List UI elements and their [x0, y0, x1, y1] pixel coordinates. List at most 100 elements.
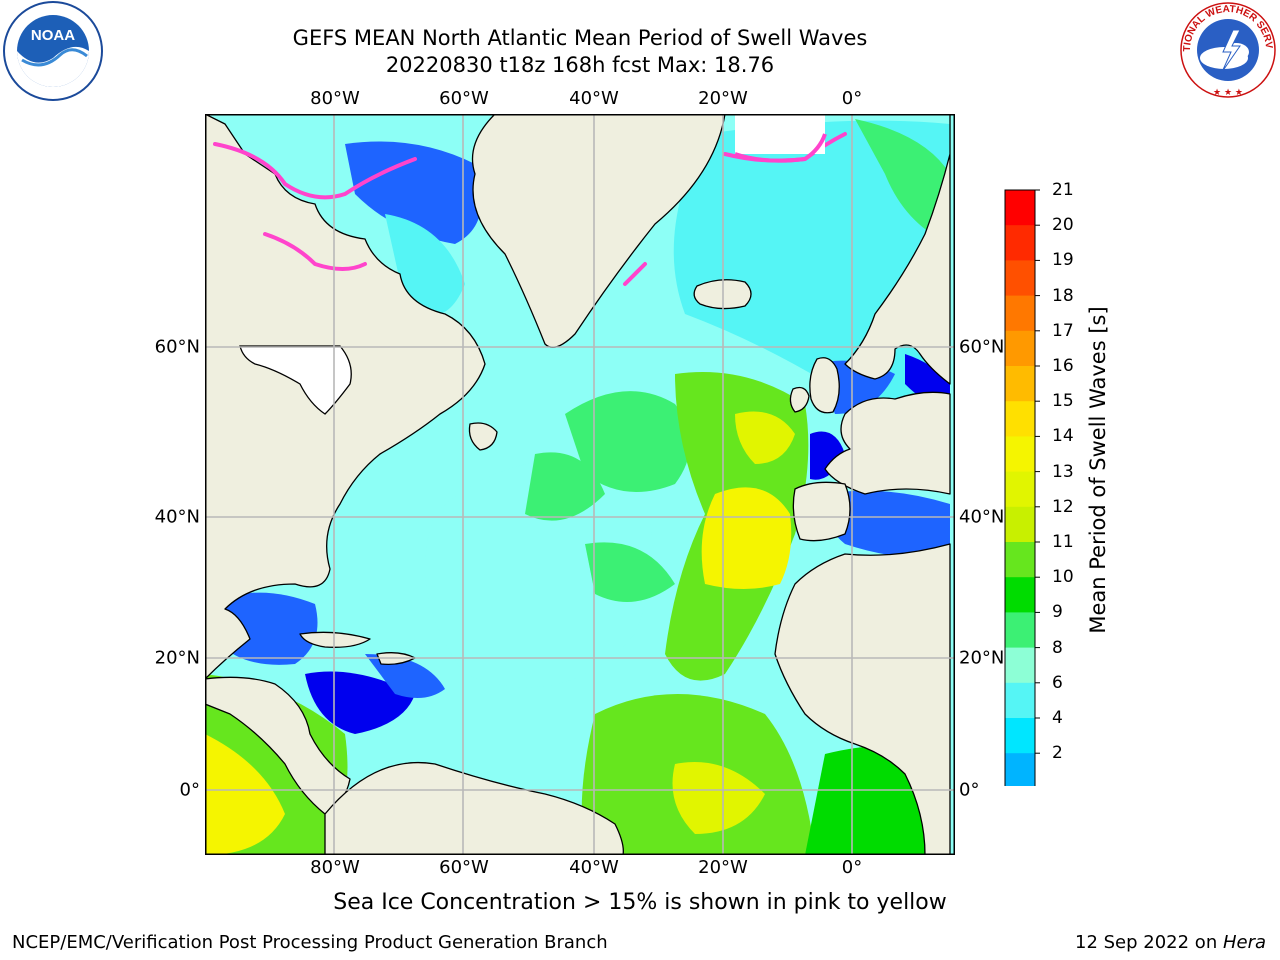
colorbar	[1004, 189, 1040, 786]
map-frame	[205, 114, 955, 855]
nws-logo: NATIONAL WEATHER SERVICE ★ ★ ★	[1178, 0, 1276, 98]
green-swell-patch-2	[525, 452, 605, 521]
map-subtitle: 20220830 t18z 168h fcst Max: 18.76	[385, 53, 775, 77]
colorbar-segment	[1005, 436, 1035, 473]
graticule	[205, 114, 955, 855]
colorbar-segment	[1005, 542, 1035, 578]
colorbar-tick-label: 19	[1052, 250, 1074, 271]
colorbar-segment	[1005, 718, 1035, 754]
colorbar-tick-label: 15	[1052, 391, 1074, 412]
lon-tick-bottom-40w: 40°W	[569, 857, 619, 878]
footer-date-text: 12 Sep 2022 on	[1075, 932, 1223, 953]
europe-land	[844, 114, 951, 385]
colorbar-segment	[1005, 612, 1035, 649]
iberia-land	[792, 481, 851, 542]
tropical-yellow-field	[672, 762, 765, 834]
lon-tick-top-80w: 80°W	[310, 88, 360, 109]
lon-tick-bottom-0: 0°	[841, 857, 863, 878]
arctic-ice-edge	[734, 133, 827, 163]
footer-machine: Hera	[1222, 932, 1266, 953]
caribbean-blue	[305, 671, 415, 734]
lon-tick-top-0: 0°	[841, 88, 863, 109]
green-swell-patch-1	[565, 391, 690, 492]
north-america-land	[205, 114, 486, 680]
map-panel	[205, 114, 955, 855]
newfoundland-land	[468, 422, 498, 451]
iberian-yellow-swell	[701, 487, 792, 589]
colorbar-tick-label: 12	[1052, 496, 1074, 517]
colorbar-segment	[1005, 190, 1035, 226]
arctic-ice-white	[735, 114, 825, 154]
mediterranean-blue	[824, 490, 950, 558]
noaa-logo-text: NOAA	[31, 27, 75, 44]
colorbar-tick-label: 9	[1052, 602, 1063, 623]
colorbar-tick-label: 20	[1052, 215, 1074, 236]
colorbar-segment	[1005, 506, 1035, 543]
land-masses	[205, 114, 951, 855]
colorbar-tick-label: 6	[1052, 672, 1063, 693]
colorbar-tick-label: 18	[1052, 285, 1074, 306]
ireland-land	[789, 386, 810, 413]
south-america-land	[324, 761, 624, 855]
hudson-bay-no-data	[239, 345, 352, 415]
colorbar-tick-label: 11	[1052, 532, 1074, 552]
colorbar-segment	[1005, 366, 1035, 402]
biscay-yellow-swell	[735, 411, 795, 464]
lon-tick-top-40w: 40°W	[569, 88, 619, 109]
pacific-yellow-field	[205, 734, 285, 855]
sea-ice-arctic-archipelago	[213, 142, 417, 200]
colorbar-segment	[1005, 260, 1035, 297]
lon-tick-bottom-60w: 60°W	[439, 857, 489, 878]
colorbar-tick-label: 4	[1052, 708, 1063, 728]
lat-tick-right-40n: 40°N	[959, 506, 1005, 528]
caribbean-light-blue	[365, 654, 445, 698]
colorbar-tick-label: 10	[1052, 567, 1074, 588]
noaa-logo: NOAA	[3, 1, 103, 101]
colorbar-segment	[1005, 295, 1035, 332]
sea-ice-east-greenland	[623, 262, 647, 286]
svg-text:★ ★ ★: ★ ★ ★	[1213, 88, 1243, 98]
cuba-land	[299, 631, 371, 648]
colorbar-segment	[1005, 471, 1035, 508]
central-america-land	[205, 676, 351, 815]
greenland-land	[471, 114, 726, 348]
lat-tick-right-0: 0°	[959, 779, 980, 801]
colorbar-segment	[1005, 753, 1035, 786]
colorbar-tick-label: 21	[1052, 180, 1074, 200]
colorbar-tick-label: 16	[1052, 356, 1074, 376]
colorbar-segment	[1005, 330, 1035, 367]
lat-tick-right-20n: 20°N	[959, 647, 1005, 669]
colorbar-title: Mean Period of Swell Waves [s]	[1086, 306, 1110, 634]
lat-tick-left-0: 0°	[179, 779, 200, 801]
colorbar-tick-label: 17	[1052, 320, 1074, 341]
sea-ice-note: Sea Ice Concentration > 15% is shown in …	[333, 890, 947, 915]
footer-credit: NCEP/EMC/Verification Post Processing Pr…	[12, 932, 608, 953]
lon-tick-top-20w: 20°W	[698, 88, 748, 109]
colorbar-segment	[1005, 401, 1035, 437]
colorbar-segment	[1005, 577, 1035, 613]
lon-tick-bottom-80w: 80°W	[310, 857, 360, 878]
lon-tick-top-60w: 60°W	[439, 88, 489, 109]
great-britain-land	[809, 357, 840, 414]
lat-tick-left-20n: 20°N	[154, 647, 200, 669]
colorbar-tick-label: 13	[1052, 461, 1074, 482]
footer-date: 12 Sep 2022 on Hera	[1075, 932, 1266, 953]
africa-land	[774, 543, 951, 855]
map-title: GEFS MEAN North Atlantic Mean Period of …	[292, 26, 868, 50]
lon-tick-bottom-20w: 20°W	[698, 857, 748, 878]
lat-tick-left-60n: 60°N	[154, 336, 200, 358]
colorbar-tick-label: 8	[1052, 637, 1063, 658]
colorbar-tick-label: 2	[1052, 743, 1063, 764]
gulf-of-mexico-blue	[220, 592, 318, 665]
greenland-sea-green	[855, 119, 950, 244]
sea-ice-baffin	[263, 232, 367, 271]
western-europe-land	[824, 391, 951, 495]
lat-tick-right-60n: 60°N	[959, 336, 1005, 358]
baffin-bay-blue	[345, 141, 482, 244]
lat-tick-left-40n: 40°N	[154, 506, 200, 528]
green-swell-patch-3	[585, 542, 675, 602]
colorbar-segment	[1005, 647, 1035, 684]
colorbar-segment	[1005, 682, 1035, 719]
colorbar-segment	[1005, 225, 1035, 261]
colorbar-tick-label: 14	[1052, 426, 1074, 447]
